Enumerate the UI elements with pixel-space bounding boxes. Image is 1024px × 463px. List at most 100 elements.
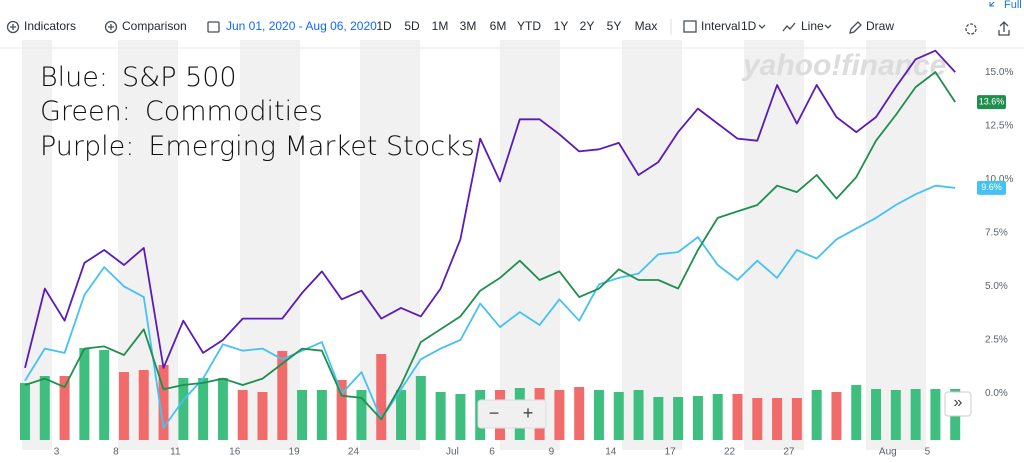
volume-bar	[653, 397, 664, 440]
volume-bar	[138, 370, 149, 440]
draw-icon[interactable]	[849, 21, 862, 34]
volume-bar	[574, 387, 585, 440]
volume-bar	[178, 378, 189, 440]
full-icon[interactable]	[989, 1, 995, 7]
scroll-box	[944, 391, 972, 417]
value-label-box	[977, 95, 1006, 110]
interval-icon[interactable]	[683, 20, 697, 33]
x-tick-label: 5	[925, 447, 931, 458]
volume-bar	[831, 392, 842, 440]
volume-bar	[851, 385, 862, 440]
interval-value[interactable]: 1D	[741, 19, 757, 33]
y-tick-label: 2.5%	[985, 335, 1008, 346]
range-button[interactable]: 5D	[404, 19, 420, 33]
range-button[interactable]: 2Y	[580, 19, 595, 33]
volume-bar	[79, 348, 90, 440]
indicators-icon-plus	[10, 24, 16, 30]
range-button[interactable]: Max	[635, 19, 658, 33]
volume-bar	[59, 376, 70, 440]
x-tick-label: 9	[549, 447, 555, 458]
volume-bar	[871, 389, 882, 440]
comparison-icon-plus	[108, 24, 114, 30]
annotation: Green: Commodities	[40, 96, 323, 127]
volume-bar	[673, 397, 684, 440]
x-tick-label: 6	[489, 447, 495, 458]
interval-chevron	[758, 24, 766, 29]
x-tick-label: 27	[783, 447, 795, 458]
toolbar: Indicators Comparison Jun 01, 2020 - Aug…	[6, 0, 1022, 36]
comparison-icon[interactable]	[104, 20, 118, 34]
range-button[interactable]: 6M	[490, 19, 507, 33]
x-tick-label: Jul	[446, 447, 459, 458]
volume-bar	[772, 398, 783, 440]
annotation-color: Blue:	[40, 62, 108, 93]
x-tick-label: 3	[54, 447, 60, 458]
date-range[interactable]: Jun 01, 2020 - Aug 06, 2020	[226, 19, 377, 33]
volume-bar	[356, 390, 367, 440]
y-tick-label: 0.0%	[985, 388, 1008, 399]
draw-button[interactable]: Draw	[866, 19, 894, 33]
range-button[interactable]: 5Y	[607, 19, 622, 33]
watermark: yahoo!finance	[741, 49, 946, 82]
volume-bar	[415, 376, 426, 440]
range-button[interactable]: YTD	[517, 19, 541, 33]
x-tick-label: 11	[170, 447, 181, 458]
series-line	[24, 184, 956, 429]
volume-bar	[277, 351, 288, 440]
volume-bar	[20, 383, 30, 440]
volume-bar	[811, 390, 822, 440]
zoom-out[interactable]: −	[489, 403, 500, 423]
y-tick-label: 12.5%	[985, 120, 1013, 131]
zoom-in[interactable]: +	[523, 403, 534, 423]
indicators-button[interactable]: Indicators	[24, 19, 76, 33]
week-shading	[22, 40, 926, 450]
plot-area: 0.0% 2.5% 5.0% 7.5% 10.0% 12.5% 15.0% 3 8 11 16 19 2…	[20, 49, 1013, 458]
zoom-controls: − + »	[477, 391, 972, 429]
volume-bar	[198, 378, 209, 440]
x-tick-label: 14	[605, 447, 617, 458]
line-icon[interactable]	[782, 22, 796, 32]
volume-bar	[158, 365, 169, 440]
range-button[interactable]: 1D	[376, 19, 392, 33]
volume-bar	[455, 394, 466, 440]
zoom-box	[477, 399, 547, 429]
annotation-series: S&P 500	[122, 62, 237, 93]
chart-type-chevron	[824, 24, 832, 29]
x-tick-label: 8	[113, 447, 119, 458]
share-icon[interactable]	[998, 21, 1010, 36]
indicators-icon[interactable]	[6, 20, 20, 34]
volume-bar	[297, 390, 308, 440]
range-button[interactable]: 3M	[460, 19, 477, 33]
x-tick-label: Aug	[879, 447, 897, 458]
annotation-color: Purple:	[40, 131, 134, 162]
volume-bar	[910, 389, 921, 440]
volume-bar	[435, 392, 446, 440]
y-tick-label: 10.0%	[985, 174, 1013, 185]
value-label: 9.6%	[981, 182, 1002, 192]
volume-bar	[316, 390, 327, 440]
volume-bar	[752, 398, 763, 440]
chart-type[interactable]: Line	[801, 19, 824, 33]
x-tick-label: 22	[724, 447, 736, 458]
calendar-icon[interactable]	[207, 21, 220, 33]
settings-icon[interactable]	[965, 23, 977, 35]
series-line	[24, 71, 956, 421]
volume-bar	[712, 394, 723, 440]
full-button[interactable]: Full	[1004, 0, 1022, 11]
range-button[interactable]: 1M	[432, 19, 449, 33]
volume-bar	[118, 372, 129, 440]
y-tick-label: 7.5%	[985, 227, 1008, 238]
x-tick-label: 17	[665, 447, 677, 458]
volume-bar	[39, 376, 50, 440]
scroll-button[interactable]: »	[954, 394, 963, 411]
volume-bar	[593, 390, 604, 440]
volume-bar	[613, 392, 624, 440]
comparison-button[interactable]: Comparison	[122, 19, 187, 33]
volume-bar	[99, 350, 110, 440]
annotation: Purple: Emerging Market Stocks	[40, 131, 475, 162]
volume-bar	[376, 354, 387, 440]
volume-bar	[692, 396, 703, 440]
interval-label[interactable]: Interval	[701, 19, 740, 33]
range-button[interactable]: 1Y	[554, 19, 569, 33]
volume-bar	[791, 398, 802, 440]
